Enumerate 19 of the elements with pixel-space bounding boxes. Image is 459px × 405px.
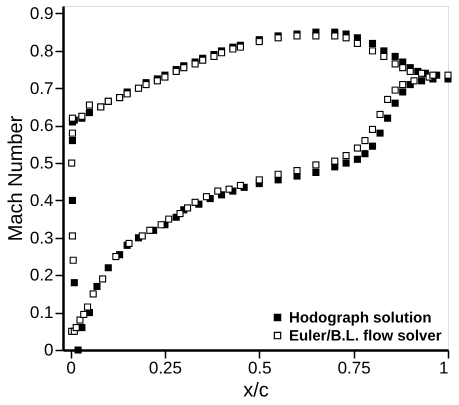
y-axis-title: Mach Number [4,115,27,242]
x-axis-title: x/c [243,380,269,402]
x-tick-label: 0.75 [338,358,371,378]
legend-label: Euler/B.L. flow solver [289,328,442,344]
y-tick-label: 0.5 [30,154,54,173]
x-tick-label: 0 [66,358,76,378]
x-tick-label: 0.5 [248,358,272,378]
y-tick-label: 0.7 [30,78,54,98]
x-tick-label: 0.25 [148,358,182,378]
y-tick-label: 0 [44,340,54,360]
y-tick-label: 0.4 [30,190,54,210]
x-tick-label: 1 [439,358,448,378]
y-tick-label: 0.3 [30,228,54,248]
y-tick-label: 0.2 [30,266,54,285]
y-tick-label: 0.9 [30,4,54,23]
y-tick-label: 0.8 [30,41,54,60]
y-tick-label: 0.1 [30,303,54,322]
legend-label: Hodograph solution [289,310,432,326]
y-tick-label: 0.6 [30,116,54,136]
